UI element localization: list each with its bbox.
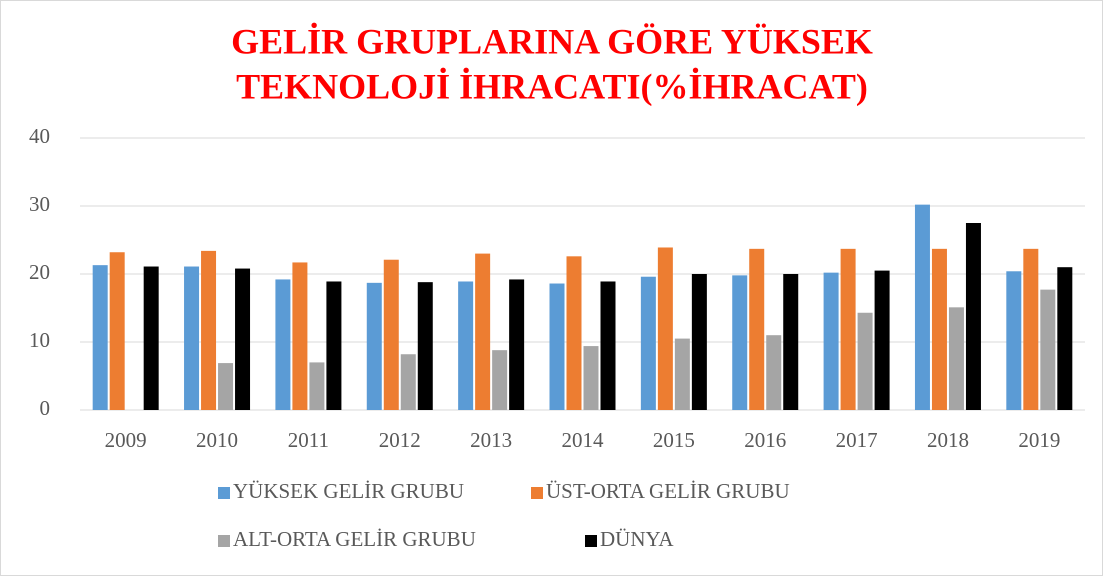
- bar: [326, 281, 342, 410]
- bar: [92, 265, 108, 410]
- bar: [766, 335, 782, 410]
- bar: [184, 266, 200, 410]
- y-tick-label: 20: [29, 260, 50, 284]
- bar: [492, 350, 508, 410]
- bar: [1057, 267, 1073, 410]
- legend-label: ÜST-ORTA GELİR GRUBU: [546, 479, 790, 503]
- bar: [874, 270, 890, 410]
- x-tick-label: 2010: [196, 428, 238, 452]
- y-tick-label: 10: [29, 328, 50, 352]
- bar: [1006, 271, 1022, 410]
- bar: [235, 268, 251, 410]
- y-tick-label: 0: [40, 396, 51, 420]
- x-tick-label: 2016: [744, 428, 786, 452]
- bar: [417, 282, 433, 410]
- legend-swatch: [218, 487, 230, 499]
- legend-swatch: [531, 487, 543, 499]
- bar: [657, 247, 673, 410]
- bar: [732, 275, 748, 410]
- bar: [400, 354, 416, 410]
- x-tick-label: 2009: [105, 428, 147, 452]
- y-tick-label: 40: [29, 124, 50, 148]
- legend-label: ALT-ORTA GELİR GRUBU: [233, 527, 476, 551]
- bar: [840, 248, 856, 410]
- bar: [1023, 248, 1039, 410]
- bar: [823, 272, 839, 410]
- bar: [366, 282, 382, 410]
- bar: [509, 279, 525, 410]
- bar: [857, 312, 873, 410]
- legend-swatch: [218, 535, 230, 547]
- bar: [783, 274, 799, 410]
- bar: [109, 252, 125, 410]
- x-tick-label: 2011: [288, 428, 329, 452]
- bar: [674, 338, 690, 410]
- chart-title: GELİR GRUPLARINA GÖRE YÜKSEK: [231, 21, 873, 61]
- bar: [965, 223, 981, 410]
- bar: [1040, 289, 1056, 410]
- legend-swatch: [585, 535, 597, 547]
- legend-label: DÜNYA: [600, 527, 674, 551]
- bar: [691, 274, 707, 410]
- bar: [292, 262, 308, 410]
- bar: [309, 362, 325, 410]
- bar: [749, 248, 765, 410]
- x-tick-label: 2015: [653, 428, 695, 452]
- x-tick-label: 2017: [836, 428, 878, 452]
- bar: [640, 276, 656, 410]
- x-tick-label: 2012: [379, 428, 421, 452]
- bar: [143, 266, 159, 410]
- bar: [383, 259, 399, 410]
- bar: [458, 281, 474, 410]
- bar: [583, 346, 599, 410]
- x-tick-label: 2014: [562, 428, 605, 452]
- bar: [600, 281, 616, 410]
- x-tick-label: 2013: [470, 428, 512, 452]
- y-tick-label: 30: [29, 192, 50, 216]
- bar: [914, 204, 930, 410]
- chart-title: TEKNOLOJİ İHRACATI(%İHRACAT): [236, 66, 868, 106]
- legend-label: YÜKSEK GELİR GRUBU: [233, 479, 464, 503]
- bar: [201, 250, 217, 410]
- bar: [948, 307, 964, 410]
- bar: [475, 253, 491, 410]
- bar: [566, 256, 582, 410]
- bar: [931, 248, 947, 410]
- bar: [275, 279, 291, 410]
- x-tick-label: 2019: [1018, 428, 1060, 452]
- bar: [549, 283, 565, 410]
- x-tick-label: 2018: [927, 428, 969, 452]
- bar: [218, 363, 234, 410]
